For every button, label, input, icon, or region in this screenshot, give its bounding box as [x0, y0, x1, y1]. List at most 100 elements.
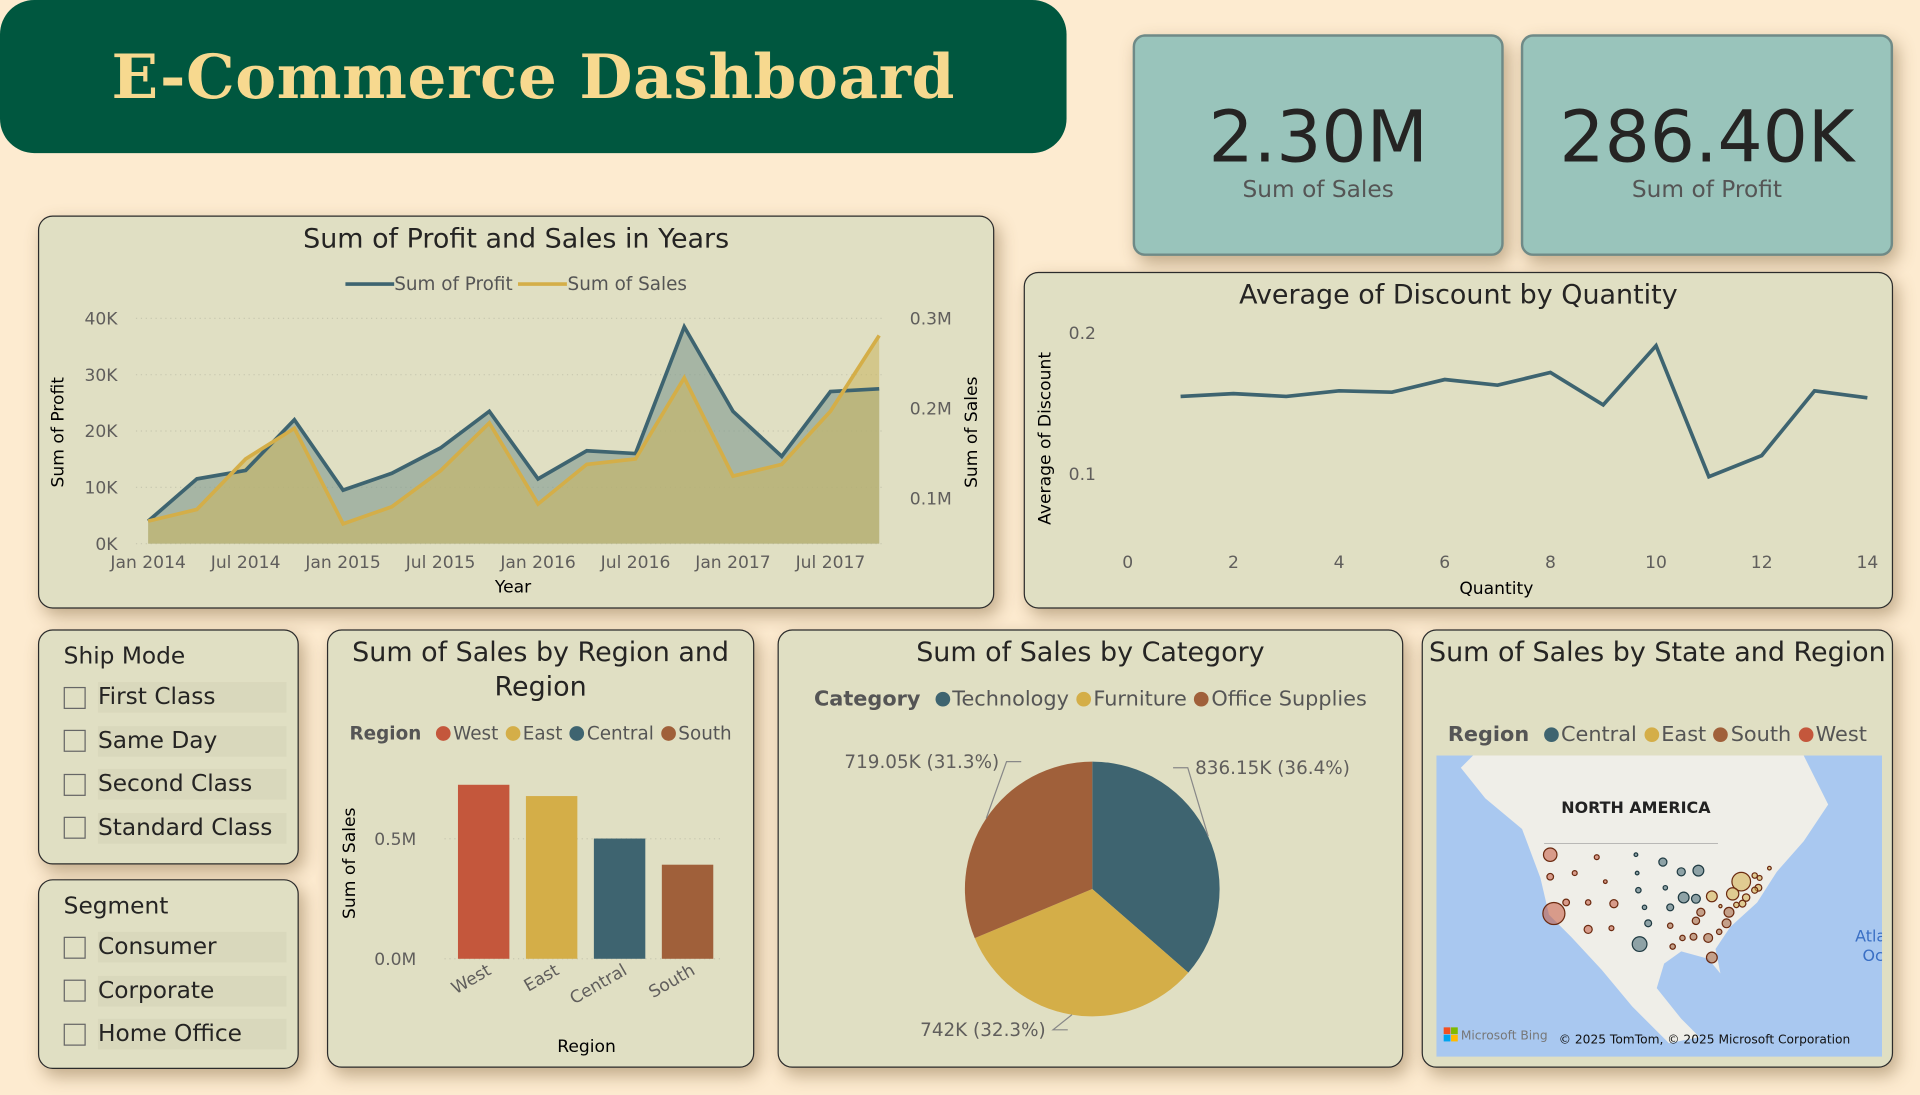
- state-bubble-west[interactable]: [1562, 898, 1571, 907]
- legend-item[interactable]: Office Supplies: [1187, 687, 1367, 711]
- state-bubble-south[interactable]: [1666, 922, 1674, 930]
- legend-sales[interactable]: Sum of Sales: [518, 273, 688, 296]
- category-pie-chart[interactable]: Sum of Sales by Category Category Technol…: [777, 629, 1404, 1068]
- legend-item[interactable]: East: [1637, 722, 1706, 747]
- discount-chart[interactable]: Average of Discount by Quantity 0.1 0.2 0 2…: [1023, 271, 1894, 609]
- ocean-label: Atla: [1855, 927, 1882, 946]
- state-bubble-central[interactable]: [1676, 867, 1686, 877]
- slicer-item[interactable]: First Class: [63, 682, 287, 713]
- map-region-label: NORTH AMERICA: [1561, 798, 1711, 817]
- legend-item[interactable]: South: [654, 722, 732, 744]
- state-bubble-east[interactable]: [1741, 893, 1751, 902]
- profit-sales-chart[interactable]: Sum of Profit and Sales in Years Sum of …: [37, 215, 995, 609]
- checkbox[interactable]: [63, 773, 86, 796]
- state-bubble-west[interactable]: [1542, 901, 1566, 926]
- state-bubble-east[interactable]: [1705, 890, 1718, 903]
- region-bar-chart[interactable]: Sum of Sales by Region and Region Region…: [326, 629, 755, 1068]
- state-bubble-central[interactable]: [1662, 884, 1669, 891]
- state-bubble-west[interactable]: [1546, 872, 1555, 881]
- state-bubble-west[interactable]: [1571, 870, 1578, 877]
- state-bubble-central[interactable]: [1635, 886, 1642, 894]
- x-tick-label: South: [646, 960, 699, 1002]
- state-bubble-east[interactable]: [1731, 871, 1752, 892]
- slicer-item[interactable]: Standard Class: [63, 812, 287, 844]
- discount-line: [1180, 342, 1868, 480]
- pie-slice-technology: [1092, 761, 1220, 973]
- state-bubble-south[interactable]: [1679, 934, 1686, 942]
- legend-item[interactable]: East: [498, 722, 562, 744]
- checkbox[interactable]: [63, 936, 86, 959]
- state-bubble-west[interactable]: [1542, 847, 1558, 863]
- slicer-title: Ship Mode: [63, 642, 186, 670]
- y2-tick-label: 0.1M: [910, 490, 952, 510]
- slicer-item[interactable]: Consumer: [63, 931, 287, 963]
- state-bubble-south[interactable]: [1715, 928, 1723, 936]
- y-axis-title: Sum of Sales: [340, 808, 360, 919]
- x-tick-label: Jul 2017: [795, 553, 866, 573]
- state-bubble-central[interactable]: [1690, 893, 1701, 904]
- map-copyright: © 2025 TomTom, © 2025 Microsoft Corporat…: [1559, 1032, 1851, 1046]
- legend-item[interactable]: Central: [562, 722, 654, 744]
- x-tick-label: Jan 2017: [694, 553, 770, 573]
- legend-item[interactable]: South: [1706, 722, 1791, 747]
- bar-south: [661, 864, 714, 959]
- legend-item[interactable]: Furniture: [1069, 687, 1187, 711]
- pie-slice-furniture: [974, 888, 1189, 1017]
- state-bubble-central[interactable]: [1631, 936, 1648, 953]
- state-bubble-south[interactable]: [1691, 916, 1701, 926]
- slicer-item[interactable]: Corporate: [63, 975, 287, 1006]
- kpi-card-profit[interactable]: 286.40K Sum of Profit: [1520, 34, 1894, 256]
- state-bubble-west[interactable]: [1602, 879, 1608, 885]
- state-bubble-central[interactable]: [1658, 857, 1668, 867]
- state-bubble-south[interactable]: [1696, 907, 1706, 917]
- state-bubble-south[interactable]: [1705, 951, 1718, 964]
- state-bubble-central[interactable]: [1692, 864, 1705, 877]
- state-bubble-east[interactable]: [1718, 903, 1723, 909]
- state-bubble-south[interactable]: [1689, 932, 1698, 941]
- checkbox[interactable]: [63, 979, 86, 1002]
- state-bubble-west[interactable]: [1593, 854, 1600, 861]
- leader-line: [985, 761, 1022, 819]
- checkbox[interactable]: [63, 729, 86, 752]
- state-bubble-west[interactable]: [1583, 924, 1593, 935]
- state-bubble-central[interactable]: [1677, 891, 1690, 904]
- state-bubble-central[interactable]: [1644, 919, 1653, 928]
- state-bubble-central[interactable]: [1633, 852, 1639, 858]
- state-bubble-south[interactable]: [1669, 943, 1676, 950]
- kpi-value: 286.40K: [1559, 95, 1855, 179]
- checkbox[interactable]: [63, 816, 86, 839]
- state-bubble-central[interactable]: [1641, 904, 1648, 911]
- state-bubble-east[interactable]: [1756, 874, 1763, 882]
- kpi-card-sales[interactable]: 2.30M Sum of Sales: [1132, 34, 1504, 256]
- state-bubble-west[interactable]: [1584, 899, 1592, 906]
- slicer-item[interactable]: Second Class: [63, 768, 287, 800]
- state-bubble-central[interactable]: [1634, 870, 1640, 876]
- chart-title: Sum of Sales by State and Region: [1428, 637, 1886, 669]
- state-bubble-central[interactable]: [1666, 903, 1675, 912]
- state-bubble-south[interactable]: [1721, 918, 1732, 929]
- state-bubble-east[interactable]: [1733, 901, 1740, 909]
- map-canvas[interactable]: NORTH AMERICA AtlaOc Microsoft Bing © 2025 …: [1436, 755, 1883, 1057]
- bing-logo-square: [1443, 1034, 1451, 1042]
- checkbox[interactable]: [63, 1023, 86, 1046]
- checkbox[interactable]: [63, 686, 86, 709]
- legend-item[interactable]: Technology: [928, 687, 1069, 711]
- slicer-item[interactable]: Home Office: [63, 1018, 287, 1050]
- state-bubble-west[interactable]: [1609, 899, 1619, 909]
- state-bubble-east[interactable]: [1725, 887, 1740, 901]
- legend-profit[interactable]: Sum of Profit: [345, 273, 513, 296]
- state-bubble-east[interactable]: [1751, 872, 1759, 879]
- legend-item[interactable]: West: [429, 722, 498, 744]
- state-bubble-east[interactable]: [1738, 899, 1747, 908]
- state-map[interactable]: Sum of Sales by State and Region Region C…: [1421, 629, 1894, 1068]
- legend-item[interactable]: Central: [1536, 722, 1637, 747]
- y2-tick-label: 0.2M: [910, 400, 952, 420]
- x-tick-label: Jan 2014: [109, 553, 185, 573]
- state-bubble-east[interactable]: [1766, 865, 1772, 871]
- state-bubble-west[interactable]: [1608, 925, 1615, 932]
- state-bubble-east[interactable]: [1751, 886, 1759, 894]
- state-bubble-south[interactable]: [1703, 932, 1714, 943]
- slicer-item[interactable]: Same Day: [63, 725, 287, 757]
- state-bubble-south[interactable]: [1723, 906, 1735, 918]
- legend-item[interactable]: West: [1791, 722, 1867, 747]
